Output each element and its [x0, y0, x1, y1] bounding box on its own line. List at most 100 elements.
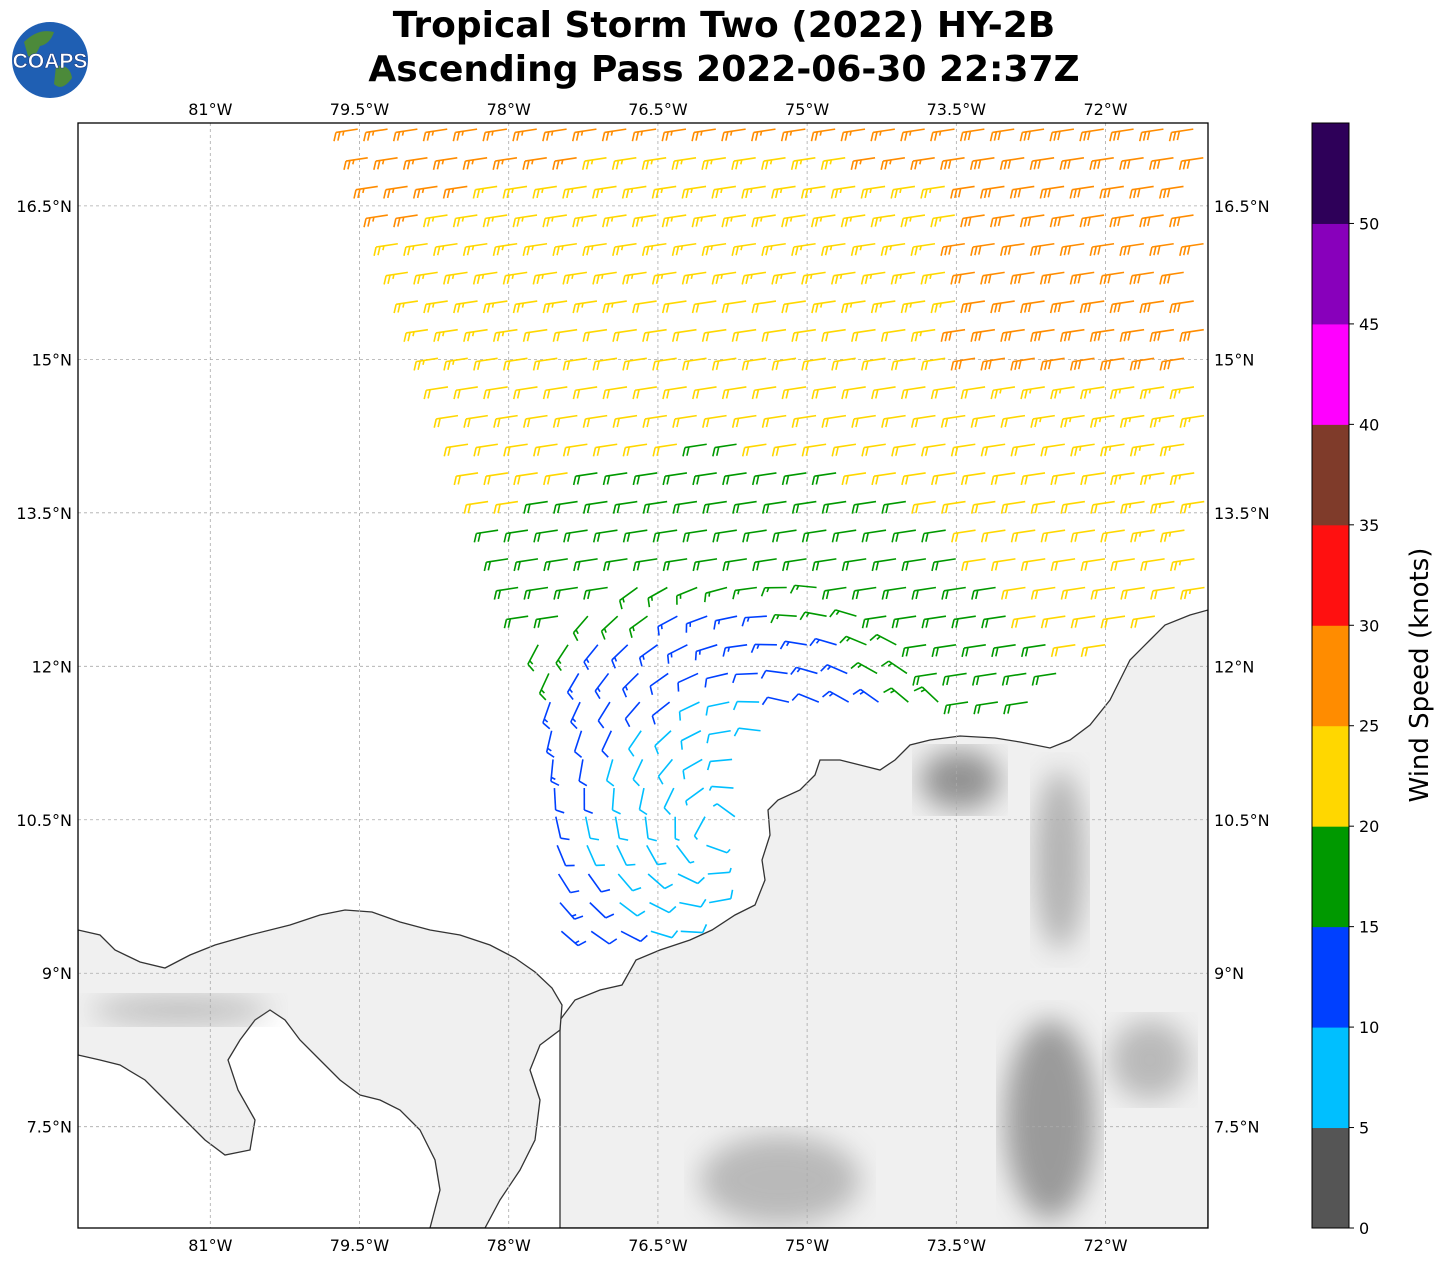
barb-feather — [662, 476, 666, 486]
wind-barb — [751, 472, 777, 486]
barb-feather — [466, 160, 471, 170]
barb-feather — [401, 217, 405, 222]
barb-feather — [1040, 361, 1044, 371]
barb-feather — [1186, 245, 1191, 255]
wind-barb — [772, 529, 797, 543]
wind-barb — [880, 242, 906, 256]
barb-feather — [874, 303, 879, 313]
barb-feather — [984, 446, 989, 456]
barb-feather — [511, 274, 515, 280]
barb-feather — [1030, 418, 1034, 428]
wind-barb — [632, 300, 657, 314]
logo-text: COAPS — [13, 50, 88, 73]
barb-feather — [911, 590, 915, 600]
barb-feather — [1090, 504, 1094, 514]
wind-barb — [970, 242, 995, 256]
barb-feather — [656, 532, 661, 542]
lon-label-bottom: 75°W — [785, 1236, 829, 1255]
barb-feather — [1159, 275, 1163, 285]
barb-feather — [622, 361, 626, 371]
latitude-labels: 16.5°N 16.5°N15°N 15°N13.5°N 13.5°N12°N 12°N… — [16, 197, 1269, 1137]
barb-feather — [1053, 131, 1057, 141]
wind-barb — [910, 156, 935, 171]
barb-feather — [910, 418, 915, 428]
wind-barb — [522, 242, 548, 256]
barb-feather — [1163, 446, 1168, 456]
barb-feather — [1100, 447, 1104, 457]
barb-feather — [883, 687, 892, 694]
wind-barb — [850, 662, 878, 675]
wind-barb — [760, 669, 788, 679]
barb-feather — [871, 390, 875, 400]
wind-barb — [1030, 586, 1056, 600]
barb-feather — [795, 418, 800, 428]
barb-feather — [851, 590, 856, 600]
barb-feather — [640, 131, 643, 136]
barb-feather — [770, 245, 773, 251]
wind-barb — [557, 873, 580, 894]
barb-feather — [481, 188, 484, 194]
barb-feather — [821, 332, 825, 342]
barb-feather — [737, 589, 740, 595]
barb-feather — [850, 246, 855, 256]
barb-feather — [582, 418, 587, 428]
barb-feather — [811, 476, 816, 486]
wind-barb — [801, 357, 826, 371]
wind-barb — [860, 271, 886, 285]
wind-barb — [592, 357, 618, 371]
barb-feather — [513, 561, 517, 572]
wind-barb — [473, 443, 498, 457]
barb-feather — [964, 217, 968, 227]
barb-feather — [745, 274, 749, 285]
barb-feather — [921, 533, 925, 543]
wind-barb — [721, 214, 747, 228]
barb-feather — [779, 640, 786, 650]
barb-feather — [542, 304, 547, 314]
wind-barb — [581, 156, 607, 171]
wind-barb — [1090, 500, 1115, 514]
wind-barb — [1029, 242, 1055, 256]
barb-feather — [879, 131, 882, 136]
barb-feather — [944, 246, 948, 256]
barb-feather — [671, 160, 676, 171]
barb-feather — [869, 274, 873, 280]
wind-barb — [1179, 328, 1204, 342]
barb-feather — [980, 533, 985, 543]
barb-feather — [681, 189, 686, 199]
barb-feather — [930, 476, 935, 486]
wind-barb — [638, 644, 659, 667]
barb-feather — [1157, 245, 1161, 255]
barb-feather — [635, 217, 640, 227]
wind-barb — [871, 558, 897, 572]
barb-feather — [427, 389, 431, 399]
wind-barb — [1149, 242, 1174, 256]
wind-barb — [869, 633, 897, 646]
barb-feather — [615, 246, 620, 256]
wind-barb — [771, 443, 797, 457]
barb-feather — [566, 446, 571, 456]
terrain-shading — [920, 750, 1000, 810]
barb-feather — [496, 160, 500, 170]
wind-barb — [880, 660, 908, 675]
barb-feather — [791, 504, 796, 514]
barb-feather — [910, 332, 915, 342]
wind-barb — [991, 644, 1016, 658]
barb-feather — [586, 418, 591, 428]
wind-barb — [641, 242, 667, 256]
wind-barb — [492, 242, 518, 256]
wind-barb — [542, 128, 567, 142]
barb-feather — [401, 131, 405, 136]
barb-feather — [1178, 388, 1181, 394]
barb-feather — [453, 476, 458, 486]
barb-feather — [600, 188, 604, 194]
barb-feather — [452, 360, 455, 365]
wind-barb — [583, 788, 594, 815]
barb-feather — [1157, 331, 1161, 341]
wind-barb — [543, 558, 568, 572]
barb-shaft — [586, 845, 597, 866]
wind-barb — [1100, 615, 1126, 629]
barb-feather — [761, 418, 766, 428]
wind-barb — [1169, 386, 1195, 400]
barb-feather — [880, 332, 885, 342]
barb-feather — [462, 160, 467, 171]
